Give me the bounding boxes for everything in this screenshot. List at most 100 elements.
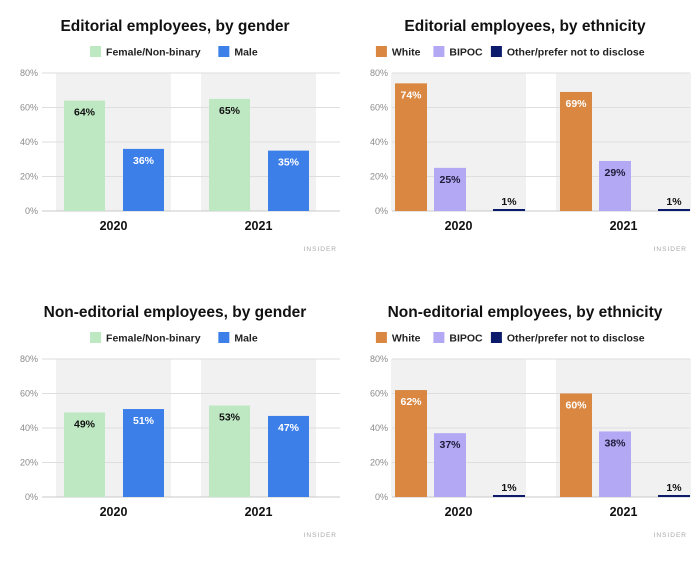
bar-value-label: 36% xyxy=(133,155,155,167)
chart-non-editorial-gender: Non-editorial employees, by gender Female… xyxy=(0,286,350,566)
bar-value-label: 65% xyxy=(219,105,241,117)
x-category-label: 2020 xyxy=(445,505,473,519)
x-category-label: 2021 xyxy=(610,219,638,233)
legend-swatch xyxy=(375,332,387,343)
chart-non-editorial-ethnicity: Non-editorial employees, by ethnicity Whi… xyxy=(350,286,700,566)
bar xyxy=(268,415,309,497)
legend-item: BIPOC xyxy=(433,46,483,59)
bar-value-label: 47% xyxy=(278,422,300,434)
chart-title: Editorial employees, by gender xyxy=(60,18,289,35)
bar-value-label: 60% xyxy=(565,400,587,412)
bar-value-label: 53% xyxy=(219,412,241,424)
legend-label: Other/prefer not to disclose xyxy=(507,333,645,345)
bar xyxy=(395,390,427,497)
bar xyxy=(560,91,592,211)
bar xyxy=(123,148,164,211)
bar-value-label: 25% xyxy=(439,174,461,186)
bar-value-label: 1% xyxy=(666,196,682,208)
legend-item: Other/prefer not to disclose xyxy=(490,332,645,345)
chart-svg: Editorial employees, by gender Female/Non… xyxy=(20,18,340,253)
bar-value-label: 69% xyxy=(565,98,587,110)
bar xyxy=(493,495,525,497)
bar-value-label: 64% xyxy=(74,107,96,119)
bar-value-label: 1% xyxy=(666,482,682,494)
legend: White BIPOC Other/prefer not to disclose xyxy=(375,46,645,59)
bar-value-label: 1% xyxy=(501,196,517,208)
bar xyxy=(268,150,309,211)
bar xyxy=(123,409,164,497)
y-tick-label: 40% xyxy=(20,137,38,147)
x-category-label: 2021 xyxy=(245,219,273,233)
y-tick-label: 80% xyxy=(370,354,388,364)
legend: White BIPOC Other/prefer not to disclose xyxy=(375,332,645,345)
legend: Female/Non-binary Male xyxy=(90,46,258,59)
chart-svg: Non-editorial employees, by ethnicity Whi… xyxy=(370,304,691,539)
legend-item: White xyxy=(375,332,421,345)
y-tick-label: 0% xyxy=(375,492,388,502)
x-category-label: 2020 xyxy=(100,505,128,519)
y-tick-label: 40% xyxy=(20,423,38,433)
legend-item: Female/Non-binary xyxy=(90,46,201,59)
y-tick-label: 40% xyxy=(370,423,388,433)
legend-swatch xyxy=(90,46,102,57)
legend-item: Male xyxy=(218,332,258,345)
y-tick-label: 0% xyxy=(25,492,38,502)
bar xyxy=(209,405,250,497)
legend-label: Male xyxy=(234,333,258,345)
legend-item: Other/prefer not to disclose xyxy=(490,46,645,59)
legend-label: Female/Non-binary xyxy=(106,333,201,345)
insider-credit: INSIDER xyxy=(304,532,337,539)
bar xyxy=(560,393,592,497)
bar xyxy=(434,433,466,497)
bar-value-label: 1% xyxy=(501,482,517,494)
legend-item: Female/Non-binary xyxy=(90,332,201,345)
y-tick-label: 60% xyxy=(20,103,38,113)
legend-item: Male xyxy=(218,46,258,59)
bar-value-label: 38% xyxy=(604,437,626,449)
legend-label: BIPOC xyxy=(449,333,483,345)
chart-title: Editorial employees, by ethnicity xyxy=(404,18,646,35)
chart-title: Non-editorial employees, by gender xyxy=(44,304,307,321)
bar-value-label: 35% xyxy=(278,157,300,169)
bar xyxy=(395,83,427,211)
legend-swatch xyxy=(433,332,445,343)
legend-label: Other/prefer not to disclose xyxy=(507,47,645,59)
chart-title: Non-editorial employees, by ethnicity xyxy=(388,304,663,321)
y-tick-label: 80% xyxy=(20,68,38,78)
x-category-label: 2020 xyxy=(100,219,128,233)
bar-value-label: 51% xyxy=(133,415,155,427)
y-tick-label: 80% xyxy=(20,354,38,364)
y-tick-label: 20% xyxy=(20,458,38,468)
bar-value-label: 62% xyxy=(400,396,422,408)
bar xyxy=(209,98,250,211)
bar xyxy=(493,209,525,211)
legend-swatch xyxy=(375,46,387,57)
legend-label: BIPOC xyxy=(449,47,483,59)
y-tick-label: 0% xyxy=(25,206,38,216)
legend-label: Female/Non-binary xyxy=(106,47,201,59)
legend-item: White xyxy=(375,46,421,59)
y-tick-label: 40% xyxy=(370,137,388,147)
bar xyxy=(599,160,631,211)
chart-svg: Non-editorial employees, by gender Female… xyxy=(20,304,340,539)
legend-swatch xyxy=(433,46,445,57)
legend-label: White xyxy=(392,333,421,345)
legend-swatch xyxy=(490,46,502,57)
y-tick-label: 20% xyxy=(370,172,388,182)
y-tick-label: 60% xyxy=(370,103,388,113)
y-tick-label: 80% xyxy=(370,68,388,78)
y-tick-label: 60% xyxy=(20,389,38,399)
insider-credit: INSIDER xyxy=(654,532,687,539)
bar-value-label: 37% xyxy=(439,439,461,451)
bar xyxy=(658,209,690,211)
bar xyxy=(64,412,105,497)
legend-swatch xyxy=(90,332,102,343)
legend-label: Male xyxy=(234,47,258,59)
bar-value-label: 29% xyxy=(604,167,626,179)
legend-swatch xyxy=(218,332,230,343)
chart-editorial-ethnicity: Editorial employees, by ethnicity White BI… xyxy=(350,0,700,280)
chart-svg: Editorial employees, by ethnicity White BI… xyxy=(370,18,691,253)
y-tick-label: 20% xyxy=(20,172,38,182)
bar xyxy=(64,100,105,211)
x-category-label: 2021 xyxy=(610,505,638,519)
